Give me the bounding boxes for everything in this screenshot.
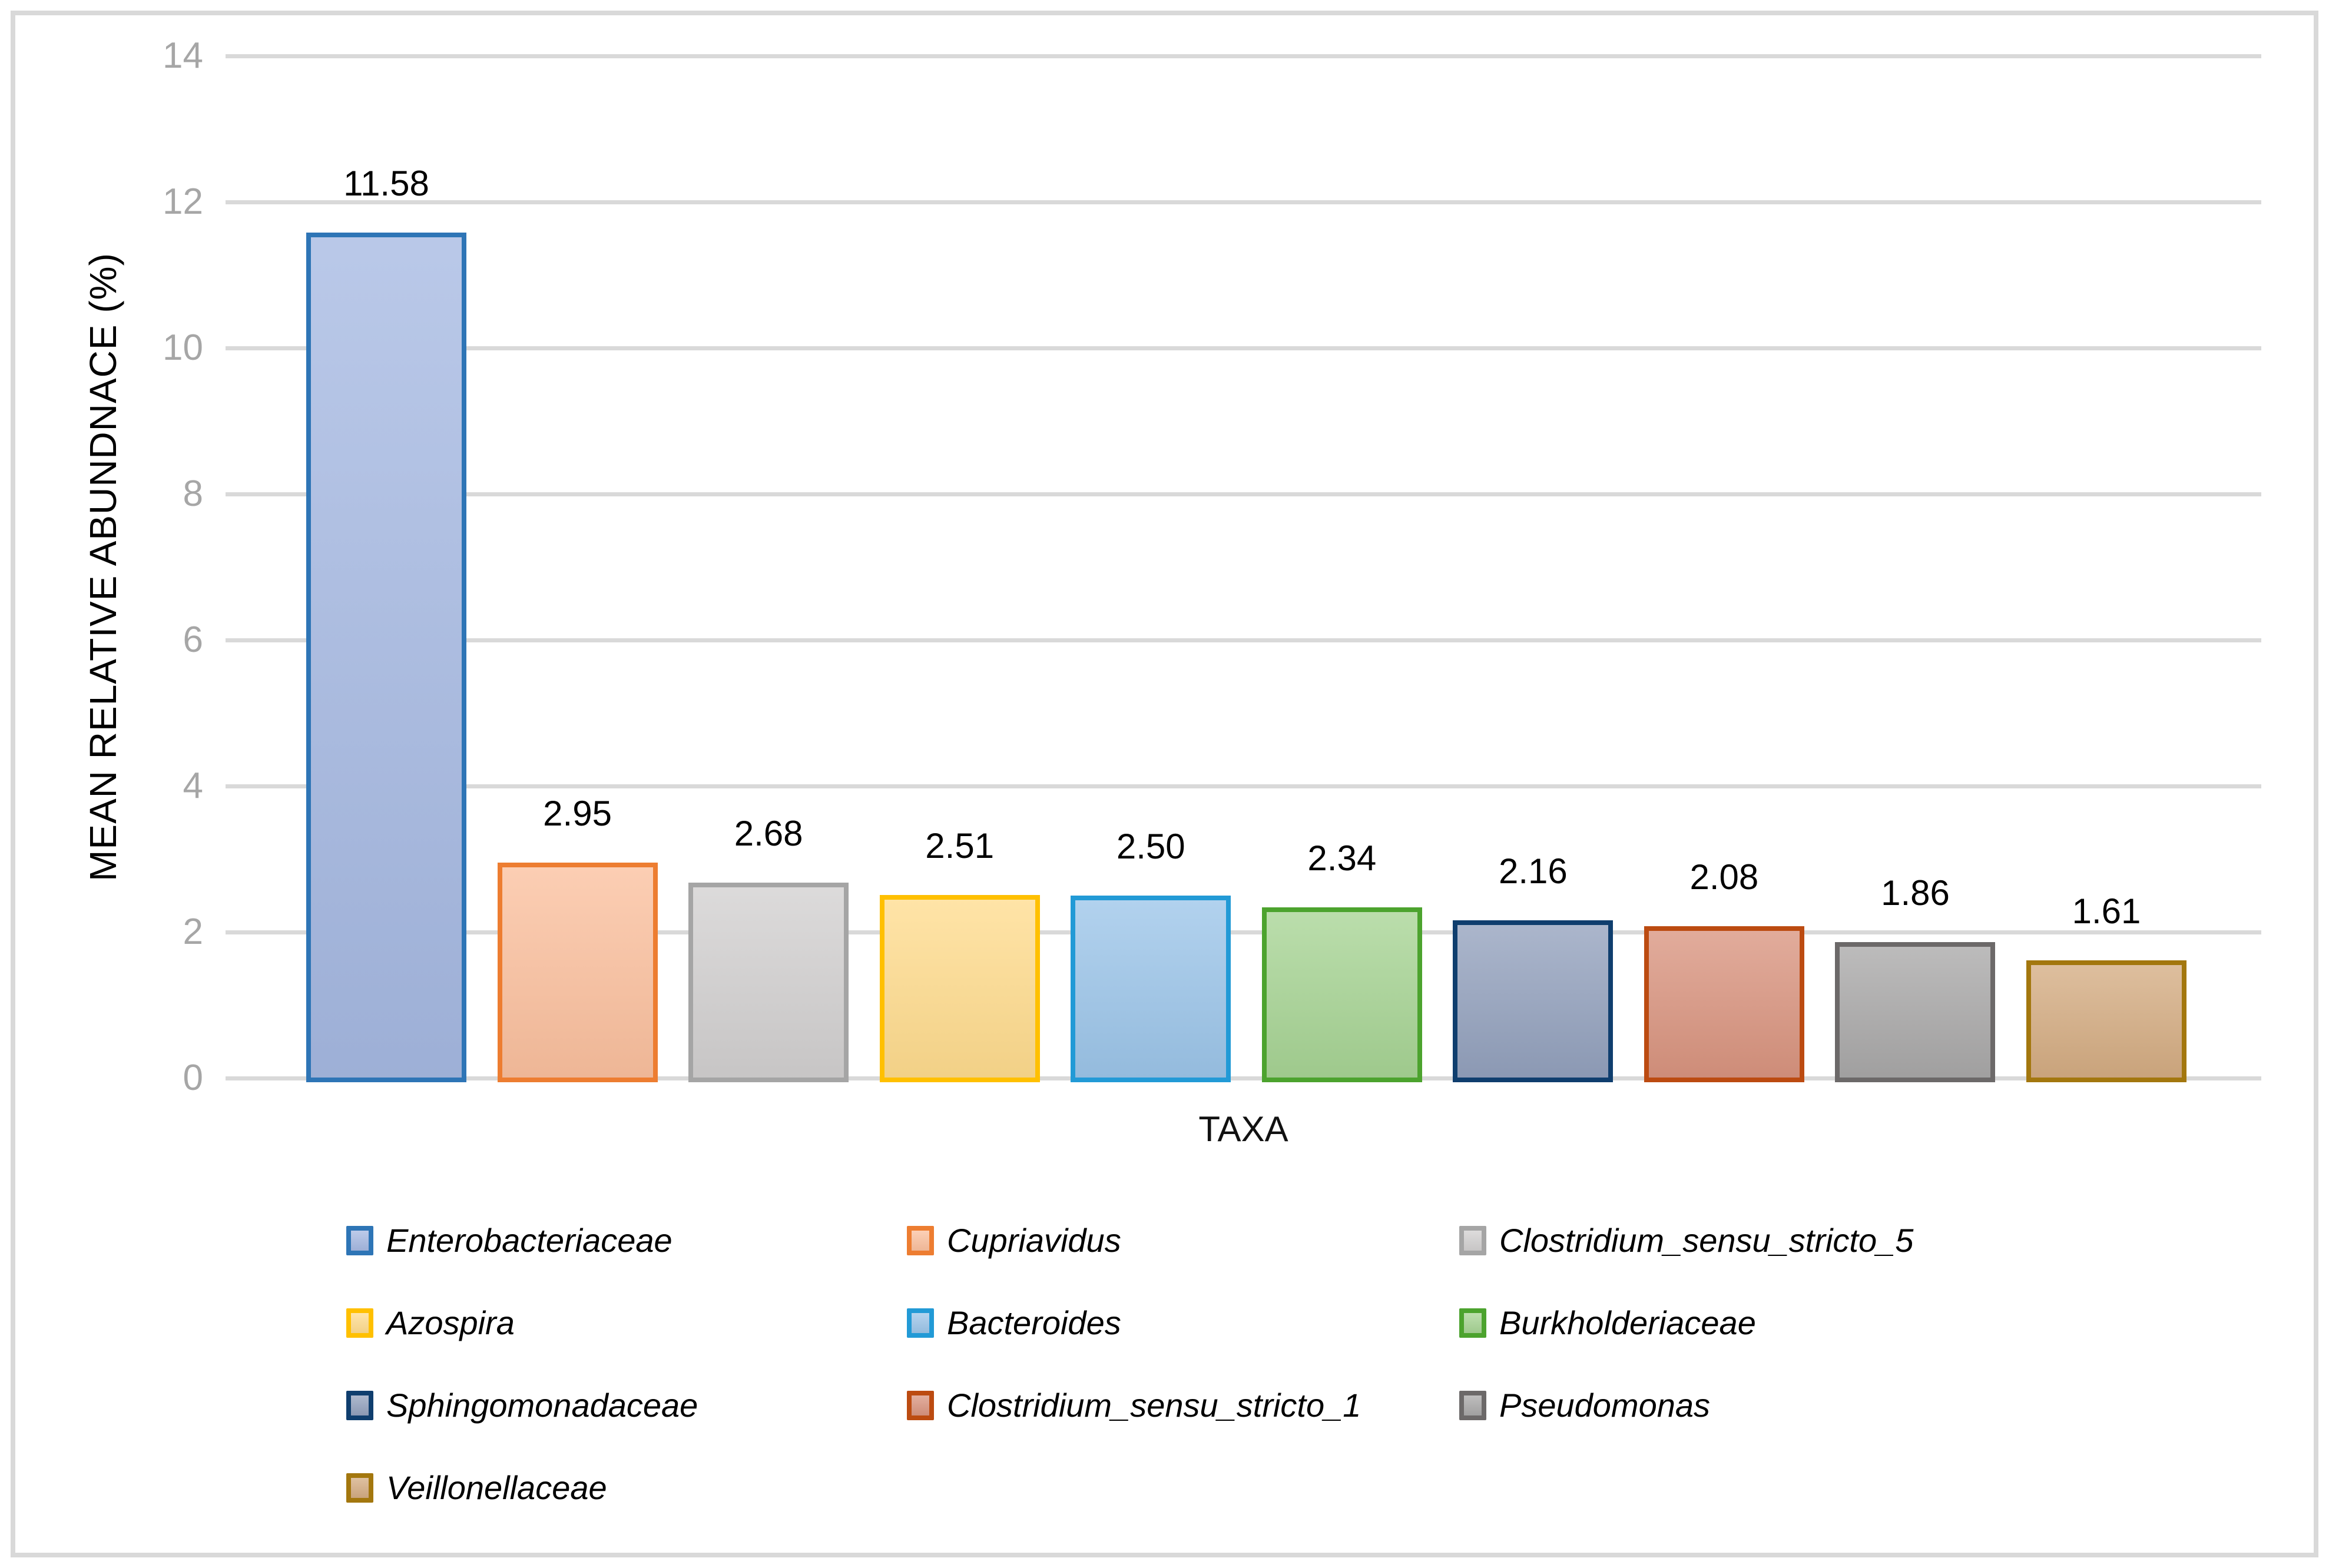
gridline-2 [226, 930, 2261, 934]
legend-item-Clostridium_sensu_stricto_5: Clostridium_sensu_stricto_5 [1459, 1222, 1913, 1259]
legend-item-Bacteroides: Bacteroides [907, 1305, 1121, 1341]
legend-item-Veillonellaceae: Veillonellaceae [346, 1470, 607, 1506]
gridline-0 [226, 1076, 2261, 1080]
bar-Clostridium_sensu_stricto_1 [1644, 926, 1804, 1082]
bar-value-label-Cupriavidus: 2.95 [543, 794, 612, 834]
legend-swatch-Sphingomonadaceae [346, 1391, 373, 1420]
legend-label-Enterobacteriaceae: Enterobacteriaceae [386, 1222, 672, 1259]
y-tick-label-2: 2 [183, 911, 203, 952]
bar-Pseudomonas [1835, 942, 1996, 1082]
bar-value-label-Burkholderiaceae: 2.34 [1307, 838, 1377, 878]
bar-Clostridium_sensu_stricto_5 [688, 882, 849, 1082]
y-tick-label-8: 8 [183, 473, 203, 514]
legend-label-Bacteroides: Bacteroides [947, 1304, 1121, 1341]
bar-value-label-Bacteroides: 2.50 [1116, 827, 1185, 866]
legend-swatch-Enterobacteriaceae [346, 1226, 373, 1255]
bar-Veillonellaceae [2026, 960, 2187, 1082]
gridline-12 [226, 200, 2261, 204]
gridline-6 [226, 638, 2261, 642]
bar-Bacteroides [1071, 896, 1231, 1082]
legend-label-Cupriavidus: Cupriavidus [947, 1222, 1121, 1259]
bar-value-label-Clostridium_sensu_stricto_1: 2.08 [1689, 857, 1759, 897]
legend-label-Veillonellaceae: Veillonellaceae [386, 1469, 607, 1506]
legend-swatch-Clostridium_sensu_stricto_5 [1459, 1226, 1486, 1255]
legend-label-Pseudomonas: Pseudomonas [1499, 1387, 1711, 1424]
x-axis-title: TAXA [1198, 1109, 1288, 1149]
bar-Enterobacteriaceae [306, 233, 466, 1082]
y-tick-label-0: 0 [183, 1058, 203, 1098]
legend-label-Burkholderiaceae: Burkholderiaceae [1499, 1304, 1756, 1341]
bar-Sphingomonadaceae [1453, 920, 1614, 1082]
legend-swatch-Cupriavidus [907, 1226, 934, 1255]
legend-item-Clostridium_sensu_stricto_1: Clostridium_sensu_stricto_1 [907, 1387, 1361, 1424]
legend-swatch-Veillonellaceae [346, 1473, 373, 1503]
y-tick-label-4: 4 [183, 765, 203, 806]
y-tick-label-6: 6 [183, 619, 203, 660]
legend-label-Clostridium_sensu_stricto_1: Clostridium_sensu_stricto_1 [947, 1387, 1361, 1424]
bar-value-label-Pseudomonas: 1.86 [1881, 873, 1950, 913]
legend-swatch-Bacteroides [907, 1308, 934, 1338]
legend-swatch-Burkholderiaceae [1459, 1308, 1486, 1338]
y-tick-label-12: 12 [163, 181, 203, 222]
bar-value-label-Enterobacteriaceae: 11.58 [343, 164, 429, 204]
legend-item-Azospira: Azospira [346, 1305, 515, 1341]
legend-swatch-Azospira [346, 1308, 373, 1338]
legend-item-Cupriavidus: Cupriavidus [907, 1222, 1121, 1259]
legend-label-Azospira: Azospira [386, 1304, 515, 1341]
bar-Cupriavidus [497, 863, 658, 1082]
gridline-4 [226, 784, 2261, 788]
chart-border-frame [11, 11, 2318, 1557]
legend-label-Clostridium_sensu_stricto_5: Clostridium_sensu_stricto_5 [1499, 1222, 1914, 1259]
bar-Burkholderiaceae [1261, 907, 1422, 1082]
bar-value-label-Veillonellaceae: 1.61 [2072, 891, 2141, 931]
legend-label-Sphingomonadaceae: Sphingomonadaceae [386, 1387, 698, 1424]
legend-swatch-Clostridium_sensu_stricto_1 [907, 1391, 934, 1420]
bar-value-label-Sphingomonadaceae: 2.16 [1498, 851, 1568, 891]
gridline-8 [226, 492, 2261, 496]
legend-item-Sphingomonadaceae: Sphingomonadaceae [346, 1387, 698, 1424]
legend-item-Pseudomonas: Pseudomonas [1459, 1387, 1710, 1424]
legend-item-Enterobacteriaceae: Enterobacteriaceae [346, 1222, 672, 1259]
bar-Azospira [879, 894, 1040, 1082]
gridline-14 [226, 54, 2261, 58]
gridline-10 [226, 346, 2261, 350]
bar-value-label-Clostridium_sensu_stricto_5: 2.68 [734, 813, 803, 853]
y-tick-label-14: 14 [163, 35, 203, 76]
y-tick-label-10: 10 [163, 327, 203, 368]
bar-value-label-Azospira: 2.51 [925, 826, 995, 866]
legend-item-Burkholderiaceae: Burkholderiaceae [1459, 1305, 1756, 1341]
legend-swatch-Pseudomonas [1459, 1391, 1486, 1420]
